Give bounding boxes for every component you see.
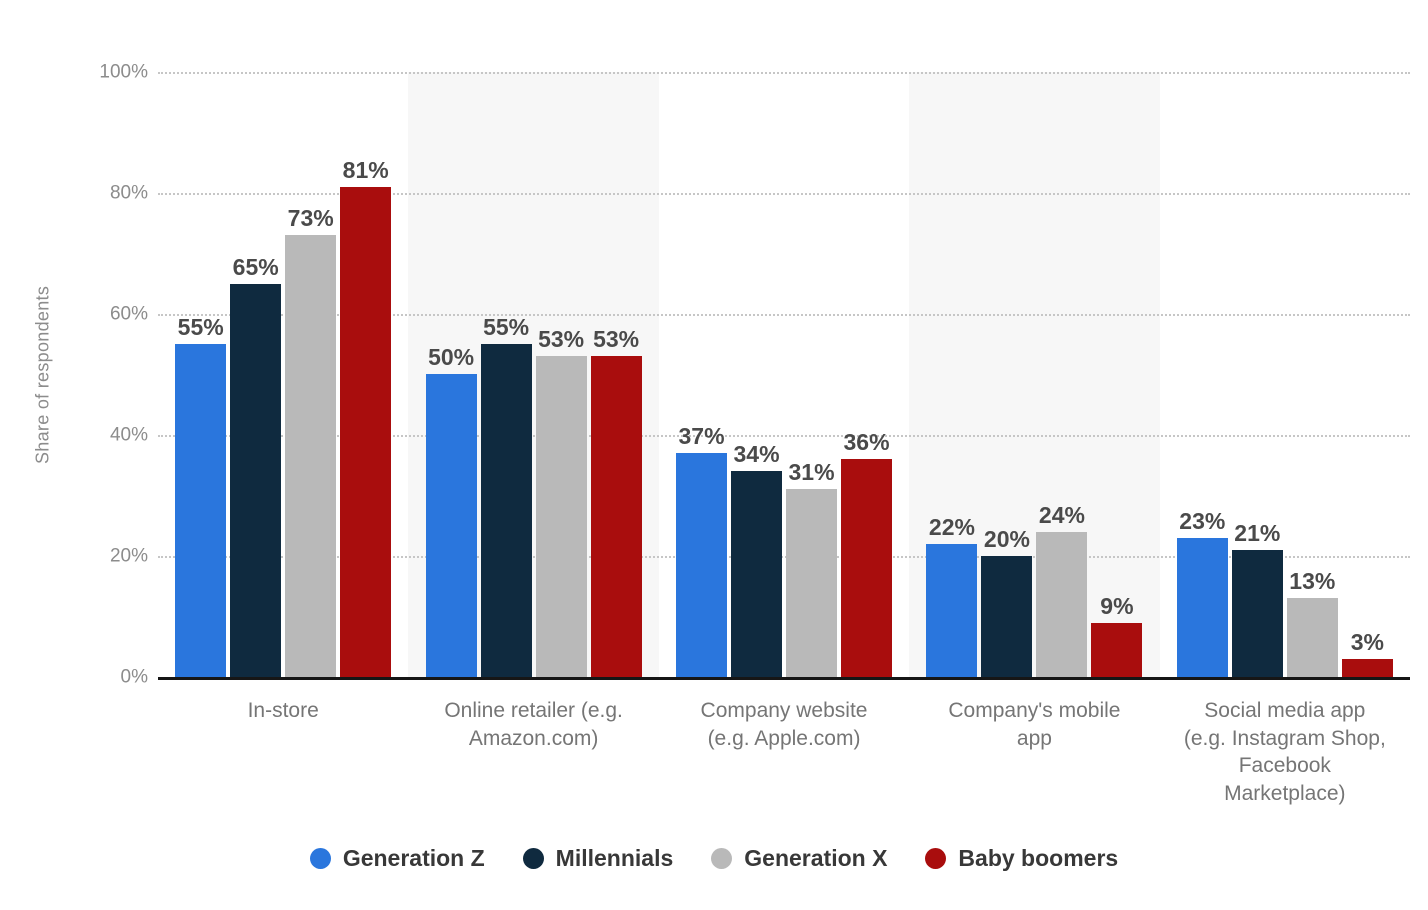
bar-generation-x: 13% xyxy=(1286,570,1338,677)
legend-item-label: Baby boomers xyxy=(958,845,1119,871)
plot-area: 55% 65% 73% 81% 50% 55% 53% 53% 37% 34% 31% 36% 22% 2… xyxy=(158,72,1410,680)
bar-generation-z: 22% xyxy=(926,516,978,677)
bar-value-label: 53% xyxy=(593,326,640,352)
legend-item-generation-x[interactable]: Generation X xyxy=(711,845,887,872)
bar-value-label: 37% xyxy=(678,423,725,449)
bar-value-label: 9% xyxy=(1100,593,1134,619)
legend-item-label: Generation Z xyxy=(342,845,485,871)
category-label-company-website-e-g-apple-com: Company website (e.g. Apple.com) xyxy=(700,699,868,750)
y-tick-label: 100% xyxy=(99,61,148,83)
bar-generation-x: 31% xyxy=(786,461,838,677)
legend-marker-icon xyxy=(925,848,947,869)
bar-generation-x: 53% xyxy=(535,328,587,677)
y-axis-title: Share of respondents xyxy=(32,285,53,464)
bar-value-label: 13% xyxy=(1289,568,1336,594)
bar-value-label: 23% xyxy=(1179,508,1226,534)
legend-item-baby-boomers[interactable]: Baby boomers xyxy=(925,845,1118,872)
legend: Generation Z Millennials Generation X Baby … xyxy=(0,845,1428,872)
bar-value-label: 36% xyxy=(843,429,890,455)
legend-marker-icon xyxy=(309,848,331,869)
bar-baby-boomers: 3% xyxy=(1341,631,1393,677)
category-group-in-store: 55% 65% 73% 81% xyxy=(158,72,408,677)
y-axis-ticks: 100% 80% 60% 40% 20% 0% xyxy=(58,63,148,687)
bar-millennials: 55% xyxy=(480,316,532,677)
bar-value-label: 22% xyxy=(928,514,975,540)
category-group-social-media-app-e-g-instagram: 23% 21% 13% 3% xyxy=(1160,72,1410,677)
y-tick-label: 20% xyxy=(109,545,148,567)
bar-value-label: 34% xyxy=(733,441,780,467)
bar-value-label: 53% xyxy=(538,326,585,352)
bar-baby-boomers: 53% xyxy=(590,328,642,677)
bar-value-label: 55% xyxy=(483,314,530,340)
bar-value-label: 73% xyxy=(287,205,334,231)
category-label-in-store: In-store xyxy=(247,699,319,722)
y-tick-label: 60% xyxy=(109,303,148,325)
bar-generation-z: 23% xyxy=(1176,510,1228,677)
legend-marker-icon xyxy=(522,848,544,869)
legend-item-label: Generation X xyxy=(744,845,888,871)
bar-generation-z: 55% xyxy=(175,316,227,677)
bar-value-label: 65% xyxy=(232,254,279,280)
bar-millennials: 21% xyxy=(1231,522,1283,677)
bar-generation-x: 73% xyxy=(285,207,337,677)
category-label-social-media-app-e-g-instagram: Social media app (e.g. Instagram Shop, F… xyxy=(1183,699,1386,806)
bar-millennials: 20% xyxy=(981,528,1033,677)
legend-item-label: Millennials xyxy=(555,845,674,871)
bar-value-label: 21% xyxy=(1234,520,1281,546)
category-group-online-retailer-e-g-amazon-com: 50% 55% 53% 53% xyxy=(408,72,659,677)
bar-millennials: 34% xyxy=(731,443,783,677)
bar-value-label: 55% xyxy=(177,314,224,340)
bar-value-label: 31% xyxy=(788,459,835,485)
bar-baby-boomers: 81% xyxy=(340,159,392,677)
bar-baby-boomers: 9% xyxy=(1091,595,1143,677)
bar-millennials: 65% xyxy=(230,256,282,677)
y-tick-label: 40% xyxy=(109,424,148,446)
y-tick-label: 0% xyxy=(120,666,148,688)
bar-value-label: 81% xyxy=(342,157,389,183)
category-group-company-website-e-g-apple-com: 37% 34% 31% 36% xyxy=(659,72,909,677)
bar-value-label: 3% xyxy=(1350,629,1384,655)
legend-item-millennials[interactable]: Millennials xyxy=(522,845,674,872)
legend-marker-icon xyxy=(711,848,733,869)
bar-generation-x: 24% xyxy=(1036,504,1088,677)
bar-value-label: 20% xyxy=(983,526,1030,552)
y-tick-label: 80% xyxy=(109,182,148,204)
bar-value-label: 50% xyxy=(428,344,475,370)
bar-baby-boomers: 36% xyxy=(841,431,893,677)
category-axis: In-store Online retailer (e.g. Amazon.com… xyxy=(158,697,1410,808)
bar-generation-z: 37% xyxy=(676,425,728,677)
bar-value-label: 24% xyxy=(1038,502,1085,528)
legend-item-generation-z[interactable]: Generation Z xyxy=(309,845,485,872)
category-label-online-retailer-e-g-amazon-com: Online retailer (e.g. Amazon.com) xyxy=(444,699,623,750)
bar-generation-z: 50% xyxy=(425,346,477,677)
category-group-company-s-mobile-app: 22% 20% 24% 9% xyxy=(909,72,1160,677)
category-label-company-s-mobile-app: Company's mobile app xyxy=(948,699,1121,750)
